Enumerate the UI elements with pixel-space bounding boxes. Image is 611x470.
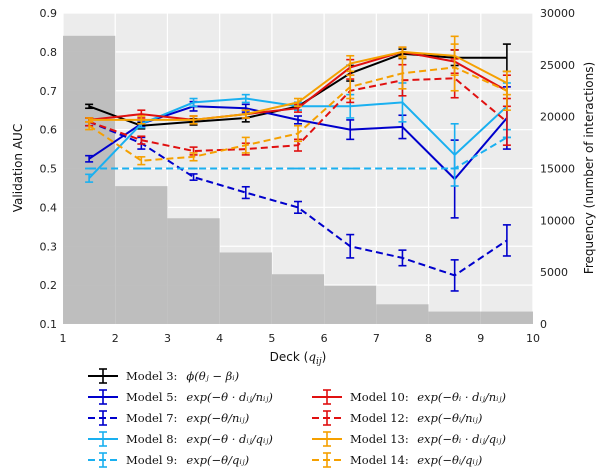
y2-axis-label: Frequency (number of interactions): [582, 62, 596, 274]
histogram-bar: [376, 304, 429, 324]
series-lines: [85, 35, 511, 292]
histogram-bar: [167, 218, 220, 324]
legend-label: Model 5:: [126, 390, 177, 404]
y-tick-label: 0.9: [40, 7, 58, 20]
legend-formula: exp(−θᵢ/nᵢⱼ): [417, 411, 482, 425]
y-tick-label: 0.1: [40, 318, 58, 331]
histogram-bar: [428, 311, 481, 324]
x-tick-label: 4: [216, 332, 223, 345]
legend-item: Model 8: exp(−θ · dᵢⱼ/qᵢⱼ): [88, 431, 273, 447]
legend-item: Model 9: exp(−θ/qᵢⱼ): [88, 452, 249, 468]
x-tick-label: 10: [526, 332, 540, 345]
legend-label: Model 13:: [350, 432, 409, 446]
x-tick-label: 7: [373, 332, 380, 345]
legend-item: Model 12: exp(−θᵢ/nᵢⱼ): [312, 410, 482, 426]
legend-label: Model 10:: [350, 390, 409, 404]
y-tick-label: 0.8: [40, 46, 58, 59]
legend-formula: exp(−θᵢ · dᵢⱼ/qᵢⱼ): [417, 432, 506, 446]
y2-tick-label: 20000: [540, 111, 575, 124]
y-tick-label: 0.7: [40, 85, 58, 98]
legend: Model 3: ϕ(θⱼ − βᵢ) Model 5: exp(−θ · dᵢⱼ/n…: [88, 368, 506, 468]
histogram-bar: [324, 285, 377, 324]
y2-tick-label: 30000: [540, 7, 575, 20]
histogram-bar: [271, 274, 325, 324]
legend-label: Model 9:: [126, 453, 177, 467]
y-tick-label: 0.6: [40, 124, 58, 137]
legend-item: Model 13: exp(−θᵢ · dᵢⱼ/qᵢⱼ): [312, 431, 506, 447]
frequency-histogram: [63, 35, 533, 324]
y2-tick-label: 5000: [540, 266, 568, 279]
x-tick-label: 8: [425, 332, 432, 345]
x-axis-label: Deck (qij): [270, 350, 327, 367]
series-8: [85, 43, 511, 166]
legend-item: Model 3: ϕ(θⱼ − βᵢ): [88, 368, 239, 384]
legend-item: Model 10: exp(−θᵢ · dᵢⱼ/nᵢⱼ): [312, 389, 506, 405]
legend-formula: exp(−θᵢ · dᵢⱼ/nᵢⱼ): [417, 390, 506, 404]
legend-item: Model 14: exp(−θᵢ/qᵢⱼ): [312, 452, 482, 468]
series-line: [89, 136, 508, 170]
y2-tick-label: 10000: [540, 214, 575, 227]
legend-formula: exp(−θ/qᵢⱼ): [186, 453, 249, 467]
legend-formula: exp(−θ · dᵢⱼ/qᵢⱼ): [186, 432, 272, 446]
y-tick-label: 0.5: [40, 163, 58, 176]
legend-item: Model 7: exp(−θ/nᵢⱼ): [88, 410, 249, 426]
axes: Validation AUC Frequency (number of inte…: [11, 7, 596, 367]
legend-formula: exp(−θ · dᵢⱼ/nᵢⱼ): [186, 390, 273, 404]
y-tick-label: 0.4: [40, 201, 58, 214]
legend-label: Model 3:: [126, 369, 177, 383]
histogram-bar: [115, 186, 168, 324]
x-tick-label: 5: [268, 332, 275, 345]
y-axis-label: Validation AUC: [11, 124, 25, 212]
legend-item: Model 5: exp(−θ · dᵢⱼ/nᵢⱼ): [88, 389, 273, 405]
x-tick-label: 2: [112, 332, 119, 345]
legend-label: Model 8:: [126, 432, 177, 446]
x-tick-label: 6: [321, 332, 328, 345]
y-tick-label: 0.3: [40, 240, 58, 253]
y-tick-label: 0.2: [40, 279, 58, 292]
legend-label: Model 7:: [126, 411, 177, 425]
y2-tick-label: 25000: [540, 59, 575, 72]
histogram-bar: [219, 252, 272, 324]
x-tick-label: 3: [164, 332, 171, 345]
y2-tick-label: 15000: [540, 163, 575, 176]
legend-label: Model 14:: [350, 453, 409, 467]
histogram-bar: [480, 311, 533, 324]
legend-label: Model 12:: [350, 411, 409, 425]
x-tick-label: 1: [60, 332, 67, 345]
y2-tick-label: 0: [540, 318, 547, 331]
series-line: [88, 120, 508, 277]
legend-formula: ϕ(θⱼ − βᵢ): [186, 369, 239, 383]
x-tick-label: 9: [477, 332, 484, 345]
legend-formula: exp(−θᵢ/qᵢⱼ): [417, 453, 482, 467]
legend-formula: exp(−θ/nᵢⱼ): [186, 411, 249, 425]
